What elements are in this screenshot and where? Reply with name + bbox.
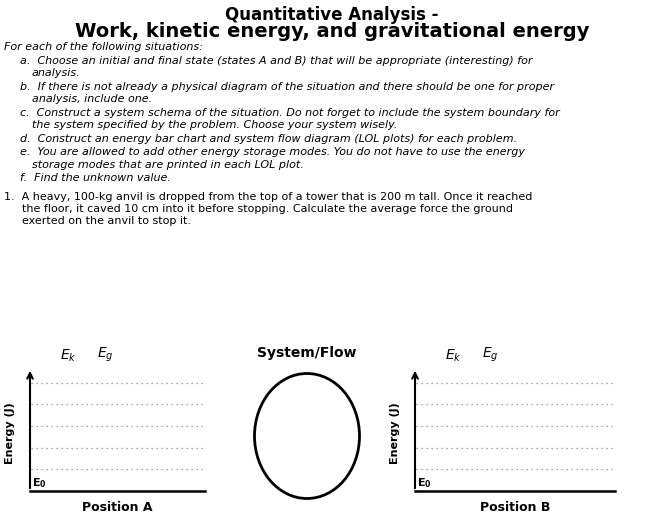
Text: 1.  A heavy, 100-kg anvil is dropped from the top of a tower that is 200 m tall.: 1. A heavy, 100-kg anvil is dropped from… <box>4 191 533 202</box>
Text: Work, kinetic energy, and gravitational energy: Work, kinetic energy, and gravitational … <box>74 22 589 41</box>
Text: a.  Choose an initial and final state (states A and B) that will be appropriate : a. Choose an initial and final state (st… <box>20 56 533 66</box>
Text: Energy (J): Energy (J) <box>390 402 400 464</box>
Text: Position B: Position B <box>480 501 550 514</box>
Text: b.  If there is not already a physical diagram of the situation and there should: b. If there is not already a physical di… <box>20 82 554 91</box>
Text: storage modes that are printed in each LOL plot.: storage modes that are printed in each L… <box>32 159 304 169</box>
Text: exerted on the anvil to stop it.: exerted on the anvil to stop it. <box>22 217 191 227</box>
Text: $E_g$: $E_g$ <box>96 346 113 364</box>
Text: $\mathbf{E_0}$: $\mathbf{E_0}$ <box>417 476 432 490</box>
Text: the system specified by the problem. Choose your system wisely.: the system specified by the problem. Cho… <box>32 120 398 130</box>
Text: c.  Construct a system schema of the situation. Do not forget to include the sys: c. Construct a system schema of the situ… <box>20 107 560 118</box>
Text: System/Flow: System/Flow <box>257 346 356 360</box>
Ellipse shape <box>255 374 360 498</box>
Text: For each of the following situations:: For each of the following situations: <box>4 42 203 52</box>
Text: Energy (J): Energy (J) <box>5 402 15 464</box>
Text: f.  Find the unknown value.: f. Find the unknown value. <box>20 173 171 183</box>
Text: Position A: Position A <box>82 501 153 514</box>
Text: e.  You are allowed to add other energy storage modes. You do not have to use th: e. You are allowed to add other energy s… <box>20 147 525 157</box>
Text: analysis, include one.: analysis, include one. <box>32 94 152 104</box>
Text: $E_k$: $E_k$ <box>60 348 76 364</box>
Text: Quantitative Analysis -: Quantitative Analysis - <box>225 6 439 24</box>
Text: analysis.: analysis. <box>32 68 80 78</box>
Text: $E_k$: $E_k$ <box>445 348 462 364</box>
Text: the floor, it caved 10 cm into it before stopping. Calculate the average force t: the floor, it caved 10 cm into it before… <box>22 204 513 214</box>
Text: $\mathbf{E_0}$: $\mathbf{E_0}$ <box>32 476 47 490</box>
Text: $E_g$: $E_g$ <box>481 346 498 364</box>
Text: d.  Construct an energy bar chart and system flow diagram (LOL plots) for each p: d. Construct an energy bar chart and sys… <box>20 134 517 143</box>
